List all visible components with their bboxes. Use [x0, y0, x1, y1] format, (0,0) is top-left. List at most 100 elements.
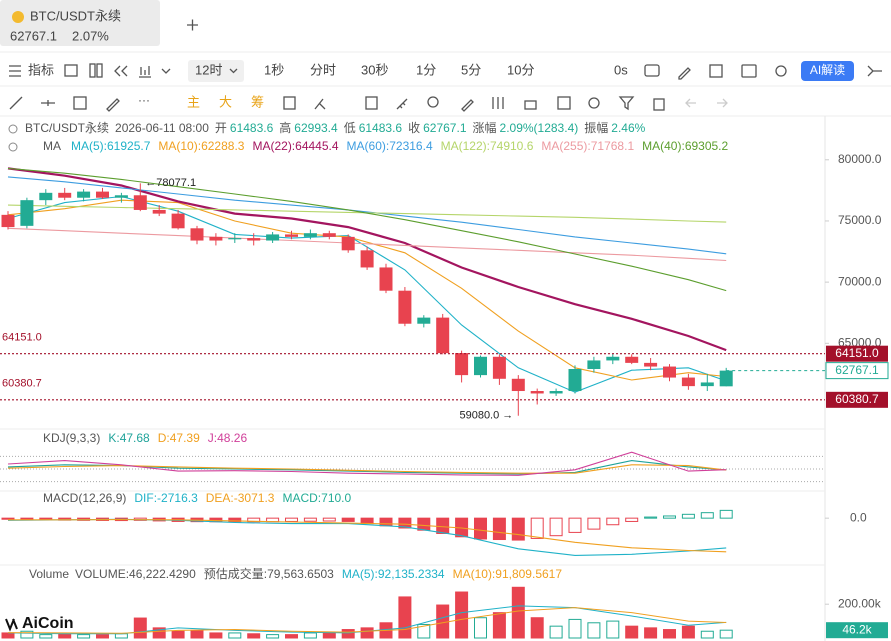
- candle-body: [266, 234, 280, 241]
- overlay-button[interactable]: 主: [187, 94, 200, 109]
- candle-body: [285, 234, 298, 237]
- volume-bar: [455, 591, 469, 639]
- legend-name: MA(255):: [541, 139, 590, 153]
- macd-bar: [644, 516, 658, 519]
- candle-body: [436, 317, 450, 354]
- share-icon[interactable]: [709, 64, 723, 78]
- candle-body: [228, 238, 242, 240]
- edit-icon[interactable]: [678, 67, 691, 80]
- legend-value: -2716.3: [157, 491, 198, 505]
- high-annotation: ←78077.1: [145, 177, 196, 189]
- tool-icon[interactable]: [89, 63, 96, 78]
- legend-name: MA(122):: [441, 139, 490, 153]
- panel-title: Volume: [29, 567, 69, 581]
- draw-tool[interactable]: [365, 96, 378, 110]
- interval-selected[interactable]: [188, 60, 244, 82]
- interval-button[interactable]: 1分: [416, 62, 436, 77]
- candle-body: [360, 250, 374, 268]
- settings-icon[interactable]: [775, 65, 787, 77]
- field-value: 62767.1: [423, 121, 467, 135]
- draw-tool[interactable]: [396, 98, 408, 110]
- draw-tool[interactable]: [41, 100, 55, 106]
- volume-bar: [228, 632, 242, 639]
- candle-body: [587, 360, 601, 369]
- tool-icon[interactable]: [139, 66, 151, 78]
- volume-bar: [549, 625, 563, 639]
- macd-bar: [719, 509, 733, 519]
- candle-body: [58, 192, 72, 198]
- interval-button[interactable]: 5分: [461, 62, 481, 77]
- field-label: 低: [344, 121, 356, 135]
- indicator-button[interactable]: 指标: [28, 62, 54, 77]
- logo: AiCoin: [22, 615, 74, 632]
- panel-title: MACD(12,26,9): [43, 491, 126, 505]
- symbol-tab[interactable]: [0, 0, 160, 46]
- interval-button[interactable]: 30秒: [361, 62, 388, 77]
- volume-bar: [606, 620, 620, 639]
- tool-icon[interactable]: [64, 64, 78, 77]
- interval-button[interactable]: 分时: [310, 62, 336, 77]
- tab-change: 2.07%: [72, 28, 109, 43]
- volume-bar: [247, 633, 261, 639]
- draw-tool[interactable]: [492, 97, 504, 109]
- volume-bar: [587, 622, 601, 639]
- indicator-icon[interactable]: [9, 65, 21, 77]
- volume-bar: [209, 632, 223, 639]
- draw-tool[interactable]: [283, 96, 296, 110]
- tool-icon[interactable]: [161, 68, 171, 74]
- camera-icon[interactable]: [644, 64, 660, 77]
- legend-name: MA(60):: [347, 139, 390, 153]
- delete-tool[interactable]: [653, 98, 665, 111]
- legend-value: 71768.1: [591, 139, 635, 153]
- tool-icon[interactable]: [96, 63, 103, 78]
- dropdown-icon: [229, 68, 238, 74]
- volume-tag-label: 46.2k: [842, 622, 872, 636]
- expand-icon[interactable]: [867, 65, 882, 77]
- layout-icon[interactable]: [741, 64, 757, 78]
- draw-tool[interactable]: [106, 98, 120, 112]
- eye-icon[interactable]: [8, 124, 18, 134]
- draw-tool[interactable]: [73, 96, 87, 110]
- interval-button[interactable]: 10分: [507, 62, 534, 77]
- legend-name: MA(10):: [453, 567, 496, 581]
- draw-tool[interactable]: [461, 99, 474, 112]
- macd-bar: [625, 517, 639, 522]
- legend-name: 预估成交量:: [204, 566, 267, 581]
- macd-bar: [322, 517, 336, 522]
- zoom-tool[interactable]: [427, 96, 439, 108]
- interval-current[interactable]: 12时: [195, 62, 222, 77]
- ai-button-label[interactable]: AI解读: [810, 63, 845, 77]
- filter-tool[interactable]: [618, 96, 635, 111]
- interval-button[interactable]: 1秒: [264, 62, 284, 77]
- ma-title: MA: [43, 139, 61, 153]
- candle-body: [341, 236, 355, 251]
- undo-redo[interactable]: [685, 98, 728, 108]
- symbol: BTC/USDT永续: [25, 121, 109, 135]
- overlay-button[interactable]: 筹: [251, 94, 264, 109]
- volume-bar: [644, 627, 658, 639]
- eye-icon[interactable]: [8, 142, 18, 152]
- draw-tool[interactable]: [9, 96, 23, 110]
- ai-button[interactable]: [801, 61, 854, 81]
- overlay-button[interactable]: 大: [219, 94, 232, 109]
- legend-value: 61925.7: [107, 139, 151, 153]
- add-tab[interactable]: [187, 19, 198, 31]
- candle-body: [700, 382, 714, 387]
- macd-bar: [474, 517, 487, 540]
- tool-icon[interactable]: [114, 65, 128, 77]
- draw-tool[interactable]: [557, 96, 571, 110]
- volume-bar: [266, 634, 280, 639]
- more-tools[interactable]: ···: [138, 93, 150, 107]
- field-label: 开: [215, 121, 227, 135]
- lock-tool[interactable]: [524, 100, 537, 110]
- tab-price: 62767.1: [10, 28, 57, 43]
- field-value: 61483.6: [359, 121, 403, 135]
- candle-body: [209, 236, 223, 241]
- countdown: 0s: [614, 62, 628, 77]
- draw-tool[interactable]: [314, 98, 326, 110]
- magnet-tool[interactable]: [588, 97, 600, 109]
- volume-bar: [530, 617, 544, 639]
- volume-bar: [39, 634, 53, 639]
- candle-body: [190, 228, 204, 241]
- volume-bar: [492, 612, 506, 639]
